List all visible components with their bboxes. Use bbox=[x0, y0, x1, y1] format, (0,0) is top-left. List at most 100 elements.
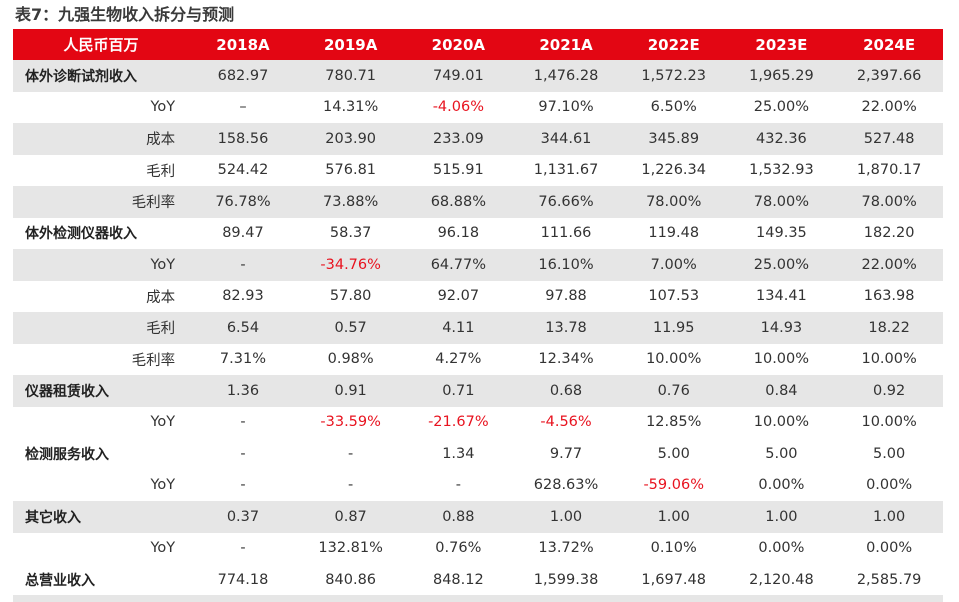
table-cell: 10.00% bbox=[620, 344, 728, 376]
table-row: YoY – 14.31% -4.06% 97.10% 6.50% 25.00% 22.00% bbox=[13, 92, 943, 124]
table-cell: 1.36 bbox=[189, 375, 297, 407]
table-cell: 0.92 bbox=[835, 375, 943, 407]
table-cell: -4.56% bbox=[512, 407, 620, 439]
table-cell: 0.00% bbox=[728, 470, 836, 502]
table-cell: 0.76% bbox=[405, 533, 513, 565]
row-label: YoY bbox=[13, 249, 189, 281]
table-cell: 4.11 bbox=[405, 312, 513, 344]
table-row: 毛利 6.54 0.57 4.11 13.78 11.95 14.93 18.22 bbox=[13, 312, 943, 344]
table-cell: 2,120.48 bbox=[728, 564, 836, 596]
table-cell: 0.88 bbox=[405, 501, 513, 533]
table-cell: 132.81% bbox=[297, 533, 405, 565]
table-cell: 682.97 bbox=[189, 60, 297, 92]
header-year: 2021A bbox=[512, 29, 620, 60]
table-cell: 25.00% bbox=[728, 92, 836, 124]
table-cell: 13.72% bbox=[512, 533, 620, 565]
row-label: YoY bbox=[13, 92, 189, 124]
table-cell: - bbox=[189, 249, 297, 281]
table-cell: 7.00% bbox=[620, 249, 728, 281]
table-cell: 73.88% bbox=[297, 186, 405, 218]
table-cell: 1,697.48 bbox=[620, 564, 728, 596]
row-label: 毛利率 bbox=[13, 344, 189, 376]
row-label: 毛利率 bbox=[13, 186, 189, 218]
table-cell: 203.90 bbox=[297, 123, 405, 155]
table-cell: 10.00% bbox=[728, 344, 836, 376]
row-label: YoY bbox=[13, 470, 189, 502]
table-cell: 0.00% bbox=[728, 533, 836, 565]
table-cell: 111.66 bbox=[512, 218, 620, 250]
table-cell: 78.00% bbox=[728, 186, 836, 218]
table-row: YoY - -33.59% -21.67% -4.56% 12.85% 10.00% 10.0… bbox=[13, 407, 943, 439]
table-cell: 89.47 bbox=[189, 218, 297, 250]
table-cell: 5.00 bbox=[835, 438, 943, 470]
header-year: 2024E bbox=[835, 29, 943, 60]
row-label: 毛利 bbox=[13, 312, 189, 344]
table-cell: 527.48 bbox=[835, 123, 943, 155]
table-cell: 2,397.66 bbox=[835, 60, 943, 92]
table-cell: 149.35 bbox=[728, 218, 836, 250]
row-label: 成本 bbox=[13, 281, 189, 313]
table-row: YoY - - - 628.63% -59.06% 0.00% 0.00% bbox=[13, 470, 943, 502]
table-cell: 14.31% bbox=[297, 92, 405, 124]
table-cell: 1,599.38 bbox=[512, 564, 620, 596]
table-cell: 78.00% bbox=[620, 186, 728, 218]
row-label: 其它收入 bbox=[13, 501, 189, 533]
table-cell: 134.41 bbox=[728, 281, 836, 313]
table-cell: 5.00 bbox=[620, 438, 728, 470]
table-cell: 0.71 bbox=[405, 375, 513, 407]
table-cell: 0.87 bbox=[297, 501, 405, 533]
table-cell: 1,532.93 bbox=[728, 155, 836, 187]
row-label: 总营业收入 bbox=[13, 564, 189, 596]
table-cell: 13.78 bbox=[512, 312, 620, 344]
table-cell: 82.93 bbox=[189, 281, 297, 313]
table-cell: - bbox=[297, 470, 405, 502]
table-row: 仪器租赁收入 1.36 0.91 0.71 0.68 0.76 0.84 0.92 bbox=[13, 375, 943, 407]
table-title: 表7：九强生物收入拆分与预测 bbox=[15, 4, 234, 26]
header-year: 2023E bbox=[728, 29, 836, 60]
table-cell: 0.00% bbox=[835, 533, 943, 565]
table-cell: - bbox=[189, 438, 297, 470]
table-cell: 12.85% bbox=[620, 407, 728, 439]
table-row: YoY - 132.81% 0.76% 13.72% 0.10% 0.00% 0.00% bbox=[13, 533, 943, 565]
table-cell: 749.01 bbox=[405, 60, 513, 92]
header-unit: 人民币百万 bbox=[13, 29, 189, 60]
table-cell: 2,585.79 bbox=[835, 564, 943, 596]
table-row: 其它收入 0.37 0.87 0.88 1.00 1.00 1.00 1.00 bbox=[13, 501, 943, 533]
table-cell: 0.76 bbox=[620, 375, 728, 407]
table-cell: 182.20 bbox=[835, 218, 943, 250]
table-row: 体外诊断试剂收入 682.97 780.71 749.01 1,476.28 1,572.… bbox=[13, 60, 943, 92]
row-label: 体外检测仪器收入 bbox=[13, 218, 189, 250]
table-cell: - bbox=[297, 438, 405, 470]
table-cell: 840.86 bbox=[297, 564, 405, 596]
table-cell: 515.91 bbox=[405, 155, 513, 187]
row-label: 成本 bbox=[13, 123, 189, 155]
table-cell: 163.98 bbox=[835, 281, 943, 313]
table-cell: 1.00 bbox=[620, 501, 728, 533]
table-cell: 6.54 bbox=[189, 312, 297, 344]
header-year: 2018A bbox=[189, 29, 297, 60]
revenue-forecast-table: 人民币百万 2018A 2019A 2020A 2021A 2022E 2023E 2024E… bbox=[13, 29, 943, 596]
table-cell: 628.63% bbox=[512, 470, 620, 502]
table-cell: 76.78% bbox=[189, 186, 297, 218]
table-cell: 1.00 bbox=[728, 501, 836, 533]
row-label: 毛利 bbox=[13, 155, 189, 187]
table-cell: 432.36 bbox=[728, 123, 836, 155]
table-cell: 22.00% bbox=[835, 92, 943, 124]
header-year: 2019A bbox=[297, 29, 405, 60]
table-cell: 0.37 bbox=[189, 501, 297, 533]
table-cell: 97.10% bbox=[512, 92, 620, 124]
table-cell: 10.00% bbox=[835, 344, 943, 376]
table-cell: 0.00% bbox=[835, 470, 943, 502]
table-cell: -4.06% bbox=[405, 92, 513, 124]
table-cell: 57.80 bbox=[297, 281, 405, 313]
table-cell: 4.27% bbox=[405, 344, 513, 376]
table-cell: 774.18 bbox=[189, 564, 297, 596]
table-row: YoY - -34.76% 64.77% 16.10% 7.00% 25.00% 22.00% bbox=[13, 249, 943, 281]
table-cell: - bbox=[189, 470, 297, 502]
table-cell: 22.00% bbox=[835, 249, 943, 281]
table-bottom-bar bbox=[13, 595, 943, 602]
table-row: 检测服务收入 - - 1.34 9.77 5.00 5.00 5.00 bbox=[13, 438, 943, 470]
table-cell: 158.56 bbox=[189, 123, 297, 155]
table-cell: 780.71 bbox=[297, 60, 405, 92]
table-cell: -21.67% bbox=[405, 407, 513, 439]
